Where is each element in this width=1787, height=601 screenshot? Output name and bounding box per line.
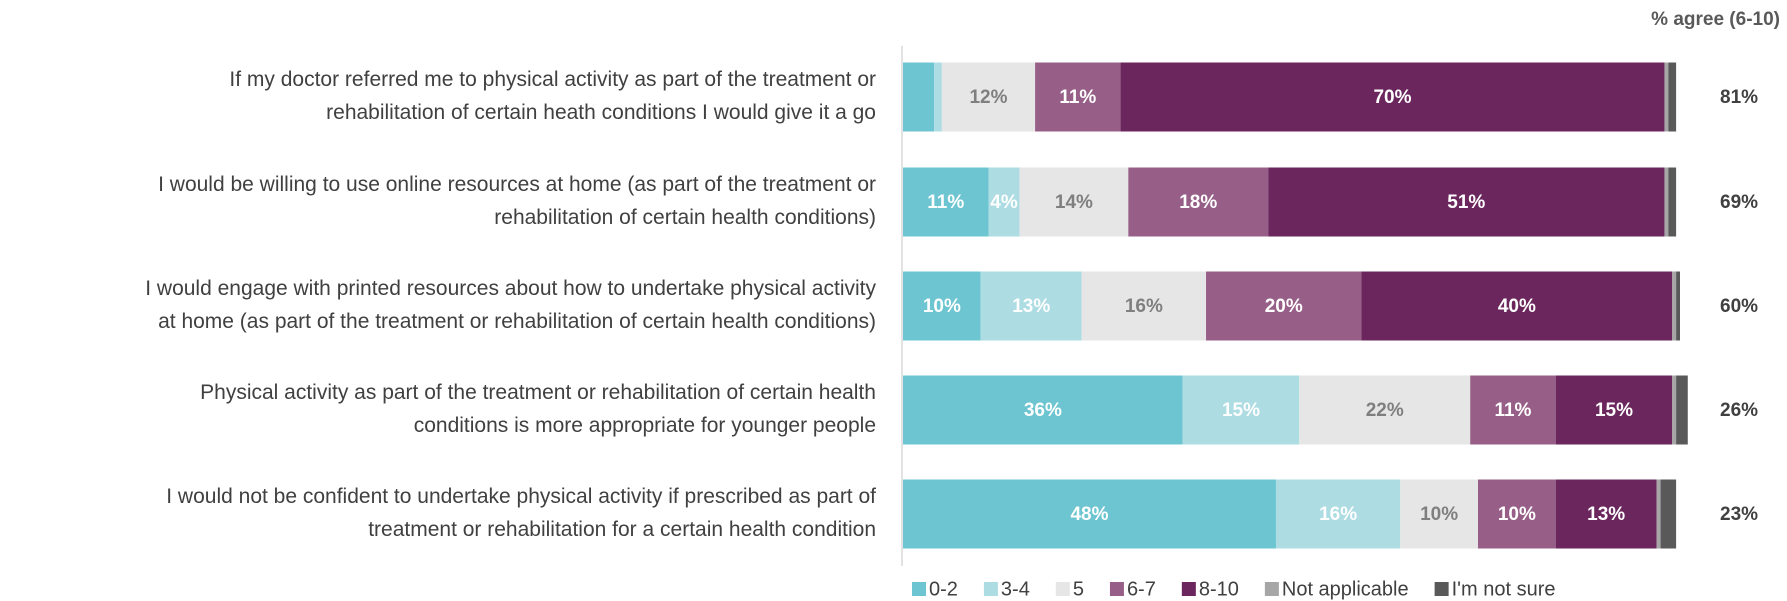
bar-segment (903, 375, 1183, 445)
segment-label: 48% (1070, 504, 1108, 525)
bar-segment (1206, 271, 1362, 341)
segment-label: 15% (1222, 400, 1260, 421)
bar-segment (988, 167, 1020, 237)
total-label: 26% (1720, 400, 1758, 421)
bar-segment (1128, 167, 1269, 237)
bar-segment (1664, 167, 1669, 237)
legend-swatch (1181, 582, 1196, 596)
bar-segment (1299, 375, 1471, 445)
legend-swatch (983, 582, 998, 596)
segment-label: 10% (1498, 504, 1536, 525)
bar-segment (1400, 479, 1478, 549)
category-label: rehabilitation of certain heath conditio… (326, 101, 876, 124)
bar-segment (1268, 167, 1665, 237)
bar-segment (941, 62, 1036, 132)
category-label: I would be willing to use online resourc… (158, 173, 876, 196)
segment-label: 16% (1125, 296, 1163, 317)
legend-label: 5 (1073, 578, 1084, 600)
bar-segment (980, 271, 1082, 341)
bar-segment (1672, 375, 1677, 445)
segment-label: 12% (969, 87, 1007, 108)
legend-label: I'm not sure (1452, 578, 1556, 600)
legend-label: 8-10 (1199, 578, 1239, 600)
bar-segment (1676, 271, 1680, 341)
segment-label: 10% (923, 296, 961, 317)
segment-label: 20% (1265, 296, 1303, 317)
category-label: I would not be confident to undertake ph… (166, 485, 876, 508)
segment-label: 40% (1498, 296, 1536, 317)
total-label: 23% (1720, 504, 1758, 525)
bar-segment (1555, 479, 1657, 549)
legend-swatch (1055, 582, 1070, 596)
bar-segment (903, 62, 935, 132)
bar-segment (1676, 375, 1688, 445)
bar-segment (1664, 62, 1669, 132)
bar-segment (1120, 62, 1665, 132)
category-label: at home (as part of the treatment or reh… (158, 310, 876, 333)
bar-segment (903, 167, 989, 237)
bar-segment (934, 62, 942, 132)
bar-segment (1477, 479, 1556, 549)
legend-swatch (1264, 582, 1279, 596)
bar-segment (903, 271, 981, 341)
legend-label: Not applicable (1282, 578, 1409, 600)
segment-label: 11% (1059, 87, 1096, 108)
segment-label: 70% (1373, 87, 1411, 108)
bar-segment (903, 479, 1276, 549)
bar-segment (1668, 62, 1677, 132)
category-label: rehabilitation of certain health conditi… (494, 206, 876, 229)
segment-label: 13% (1012, 296, 1050, 317)
bar-segment (1660, 479, 1677, 549)
totals-header: % agree (6-10) (1651, 9, 1780, 30)
segment-label: 51% (1447, 192, 1485, 213)
segment-label: 22% (1366, 400, 1404, 421)
bar-segment (1555, 375, 1673, 445)
segment-label: 15% (1595, 400, 1633, 421)
bar-segment (1275, 479, 1401, 549)
category-label: Physical activity as part of the treatme… (200, 381, 876, 404)
segment-label: 13% (1587, 504, 1625, 525)
segment-label: 16% (1319, 504, 1357, 525)
legend-label: 0-2 (929, 578, 958, 600)
category-label: I would engage with printed resources ab… (145, 277, 876, 300)
legend-label: 3-4 (1001, 578, 1030, 600)
total-label: 69% (1720, 192, 1758, 213)
category-label: treatment or rehabilitation for a certai… (368, 518, 876, 541)
segment-label: 11% (1494, 400, 1531, 421)
segment-label: 14% (1055, 192, 1093, 213)
bar-segment (1672, 271, 1677, 341)
total-label: 81% (1720, 87, 1758, 108)
bar-segment (1182, 375, 1300, 445)
segment-label: 36% (1024, 400, 1062, 421)
total-label: 60% (1720, 296, 1758, 317)
category-label: conditions is more appropriate for young… (414, 414, 876, 437)
legend-swatch (1434, 582, 1449, 596)
segment-label: 11% (927, 192, 964, 213)
segment-label: 18% (1179, 192, 1217, 213)
legend-swatch (912, 582, 926, 596)
bar-segment (1019, 167, 1129, 237)
category-label: If my doctor referred me to physical act… (229, 68, 876, 91)
bar-segment (1361, 271, 1673, 341)
bar-segment (1470, 375, 1556, 445)
bar-segment (1656, 479, 1661, 549)
bar-segment (1035, 62, 1121, 132)
segment-label: 4% (990, 192, 1018, 213)
legend-swatch (1109, 582, 1124, 596)
segment-label: 10% (1420, 504, 1458, 525)
bar-segment (1081, 271, 1207, 341)
bar-segment (1668, 167, 1677, 237)
legend-label: 6-7 (1127, 578, 1156, 600)
